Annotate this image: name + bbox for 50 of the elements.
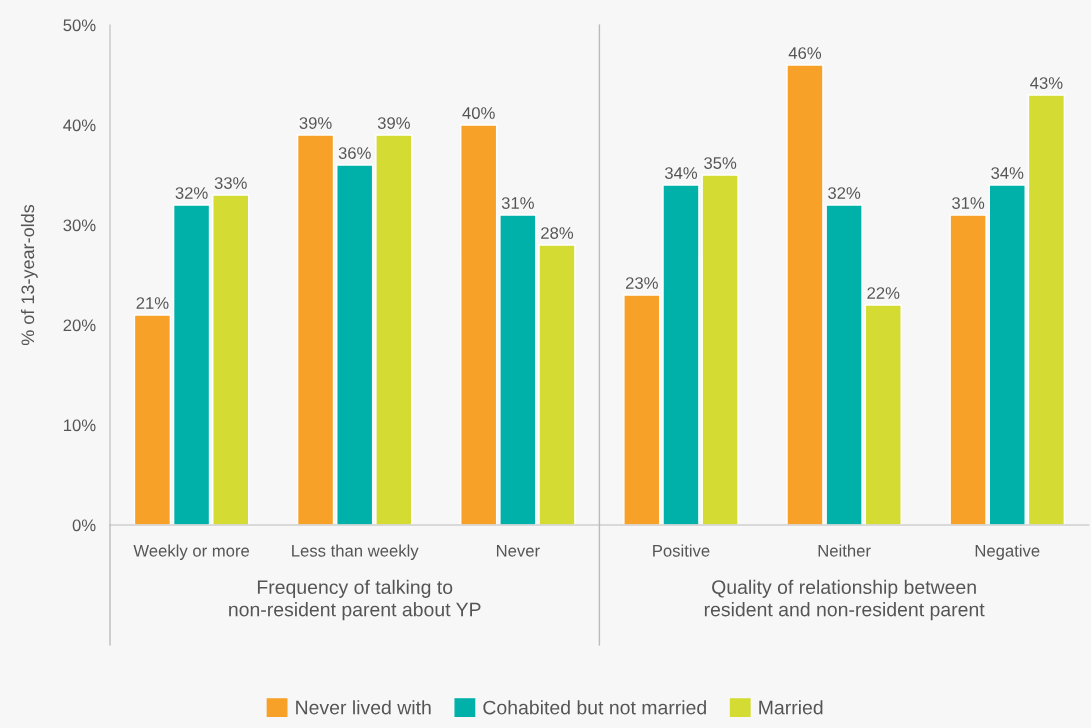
bar: [988, 184, 1026, 525]
data-label: 39%: [299, 117, 332, 129]
y-tick-label: 50%: [63, 19, 96, 32]
bar: [375, 134, 413, 525]
x-tick-label: Weekly or more: [133, 544, 250, 560]
data-label: 40%: [462, 107, 495, 119]
data-label: 33%: [214, 177, 247, 189]
data-label: 46%: [788, 47, 822, 59]
y-tick-label: 30%: [63, 219, 96, 232]
legend-label: Cohabited but not married: [483, 700, 706, 715]
data-label: 28%: [541, 227, 574, 239]
legend-label: Never lived with: [296, 700, 431, 715]
y-tick-label: 0%: [72, 519, 96, 532]
legend-label: Married: [759, 700, 823, 715]
bar: [949, 214, 987, 525]
x-tick-label: Less than weekly: [292, 544, 419, 560]
data-label: 22%: [867, 287, 900, 299]
data-label: 36%: [338, 147, 371, 159]
y-tick-label: 40%: [63, 119, 96, 132]
bar: [864, 304, 902, 525]
bar: [336, 164, 374, 525]
bar: [538, 244, 576, 525]
x-tick-label: Negative: [975, 544, 1040, 560]
y-axis-title: % of 13-year-olds: [20, 204, 38, 346]
bar: [296, 134, 335, 525]
text: Frequency of talking to non-resident parent about YP: [229, 579, 481, 621]
bar: [172, 204, 211, 525]
data-label: 31%: [952, 197, 985, 209]
text: Quality of relationship between resident and non-resident parent: [704, 579, 985, 621]
bar: [623, 294, 661, 525]
data-label: 39%: [377, 117, 410, 129]
bar: [460, 124, 498, 525]
bar: [212, 194, 250, 525]
data-label: 32%: [175, 187, 208, 199]
data-label: 34%: [991, 167, 1024, 179]
y-tick-label: 20%: [63, 319, 96, 332]
bar: [1027, 94, 1066, 525]
x-tick-label: Neither: [818, 544, 871, 557]
bar: [133, 314, 172, 525]
data-label: 23%: [625, 277, 658, 289]
y-tick-label: 10%: [64, 419, 96, 432]
data-label: 35%: [704, 157, 737, 169]
data-label: 32%: [828, 187, 861, 199]
data-label: 43%: [1030, 77, 1063, 89]
data-label: 31%: [501, 197, 534, 209]
x-tick-label: Positive: [653, 544, 710, 557]
data-label: 34%: [664, 167, 698, 179]
data-label: 21%: [136, 297, 169, 309]
x-tick-label: Never: [496, 545, 540, 557]
bar: [499, 214, 537, 525]
